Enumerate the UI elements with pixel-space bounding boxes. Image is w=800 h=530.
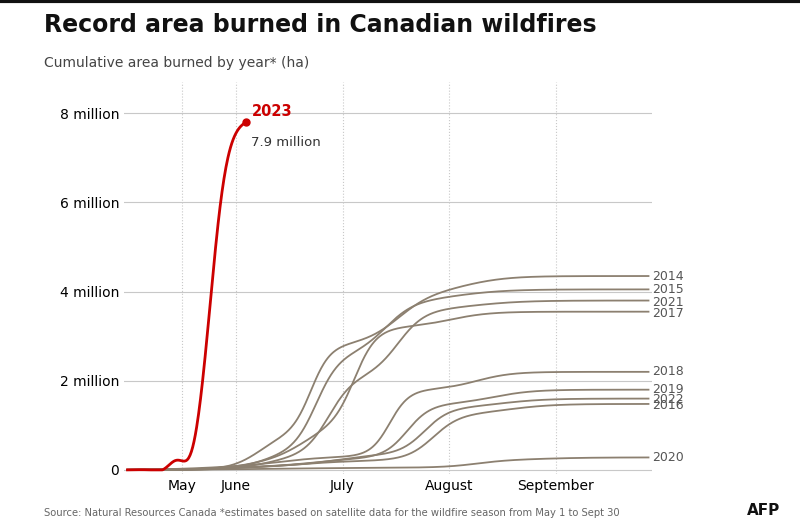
Text: 7.9 million: 7.9 million <box>251 136 321 148</box>
Text: 2019: 2019 <box>652 383 684 396</box>
Text: 2020: 2020 <box>652 451 684 464</box>
Text: Cumulative area burned by year* (ha): Cumulative area burned by year* (ha) <box>44 56 310 69</box>
Text: 2015: 2015 <box>652 283 684 296</box>
Text: 2014: 2014 <box>652 270 684 282</box>
Text: Record area burned in Canadian wildfires: Record area burned in Canadian wildfires <box>44 13 597 37</box>
Text: 2017: 2017 <box>652 306 684 320</box>
Text: 2021: 2021 <box>652 296 684 309</box>
Text: AFP: AFP <box>746 504 780 518</box>
Text: 2016: 2016 <box>652 399 684 412</box>
Text: 2018: 2018 <box>652 365 684 378</box>
Text: 2022: 2022 <box>652 393 684 406</box>
Text: Source: Natural Resources Canada *estimates based on satellite data for the wild: Source: Natural Resources Canada *estima… <box>44 508 620 518</box>
Text: 2023: 2023 <box>251 103 292 119</box>
